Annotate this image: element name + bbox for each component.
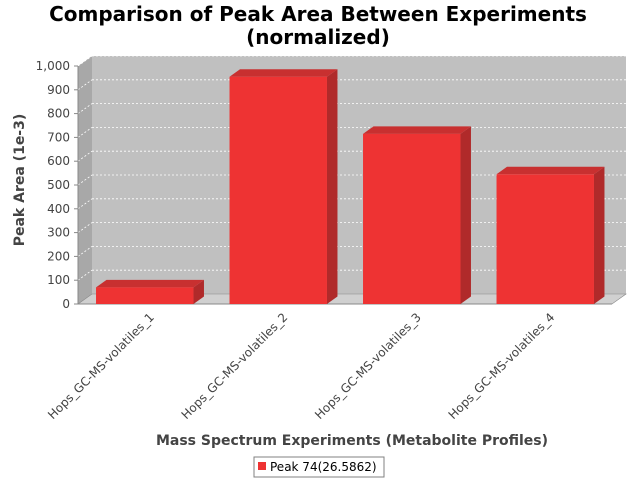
legend-swatch (258, 462, 266, 470)
y-axis-ticks: 0 100 200 300 400 500 600 700 800 900 1,000 (36, 59, 78, 311)
x-axis-ticks: Hops_GC-MS-volatiles_1 Hops_GC-MS-volatil… (45, 310, 557, 422)
bar-front (229, 76, 327, 305)
bar (363, 126, 471, 304)
x-axis-label: Mass Spectrum Experiments (Metabolite Pr… (156, 433, 548, 449)
gridline (77, 269, 93, 281)
y-tick-label: 400 (47, 202, 70, 216)
bar-top (363, 126, 471, 134)
gridline (77, 198, 93, 210)
y-tick-label: 900 (47, 83, 70, 97)
gridline (77, 127, 93, 138)
x-tick-label: Hops_GC-MS-volatiles_4 (446, 310, 558, 422)
legend: Peak 74(26.5862) (253, 456, 385, 478)
y-tick-label: 100 (47, 273, 70, 287)
legend-box (253, 456, 385, 478)
y-tick-label: 300 (47, 226, 70, 240)
x-tick-label: Hops_GC-MS-volatiles_2 (179, 310, 291, 422)
bar-side (460, 126, 471, 304)
gridline (77, 174, 93, 186)
y-tick-label: 1,000 (36, 59, 70, 73)
x-tick-label: Hops_GC-MS-volatiles_3 (312, 310, 424, 422)
gridline (77, 55, 93, 67)
x-tick-label: Hops_GC-MS-volatiles_1 (45, 310, 157, 422)
y-tick-label: 500 (47, 178, 70, 192)
bar (496, 166, 605, 304)
bar-side (326, 69, 338, 305)
bar-front (363, 133, 461, 304)
bar-top (96, 279, 204, 288)
gridline (77, 150, 93, 162)
bar-front (96, 287, 194, 304)
y-tick-label: 200 (47, 249, 70, 263)
y-tick-label: 800 (47, 107, 70, 121)
y-axis-label: Peak Area (1e-3) (12, 114, 28, 247)
bar (96, 279, 204, 304)
bar-front (496, 174, 594, 304)
bar-top (496, 166, 605, 175)
gridline (77, 79, 93, 91)
gridline (77, 222, 93, 233)
y-tick-label: 700 (47, 130, 70, 144)
bar-side (593, 166, 605, 304)
bar (229, 69, 338, 305)
y-tick-label: 0 (62, 297, 70, 311)
legend-label: Peak 74(26.5862) (270, 460, 377, 474)
gridline (77, 246, 93, 257)
bars (96, 69, 605, 305)
bar-side (193, 279, 204, 304)
chart-title-line-2: (normalized) (246, 25, 390, 49)
bar-top (229, 69, 338, 77)
gridline (77, 103, 93, 114)
chart-title-line-1: Comparison of Peak Area Between Experime… (49, 2, 587, 26)
y-tick-label: 600 (47, 154, 70, 168)
